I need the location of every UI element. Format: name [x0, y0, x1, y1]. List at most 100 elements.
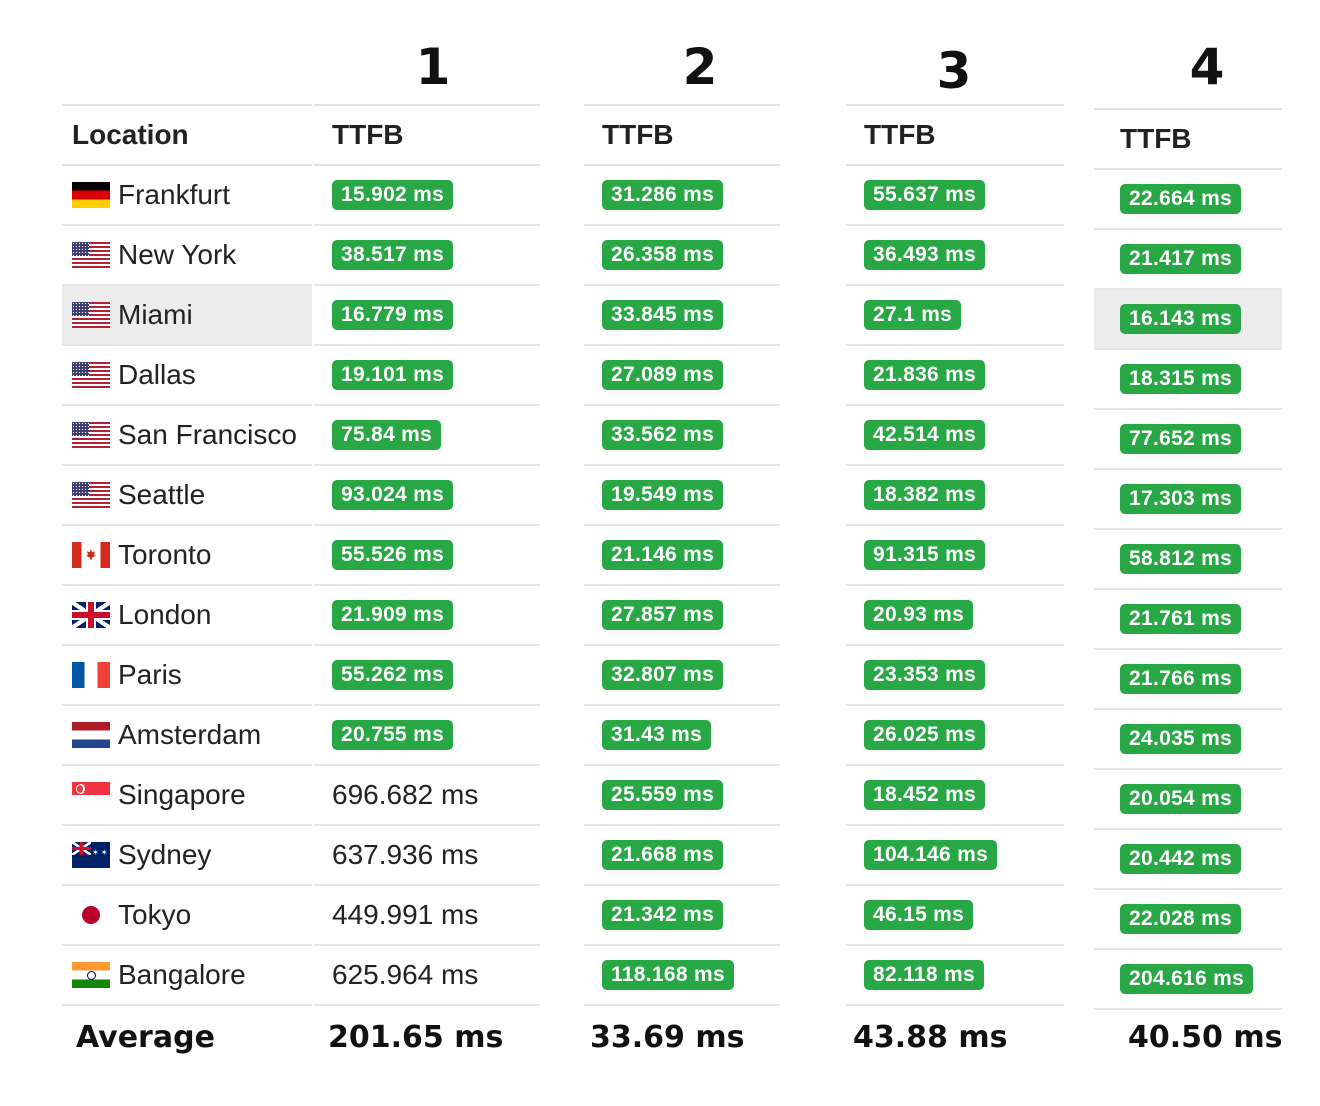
ttfb-badge: 31.43 ms: [602, 720, 712, 750]
column-number: 4: [1189, 38, 1225, 96]
ttfb-row: 26.358 ms: [584, 226, 780, 286]
ttfb-value: 625.964 ms: [332, 959, 479, 990]
ttfb-badge: 21.836 ms: [864, 360, 986, 390]
ttfb-value: 696.682 ms: [332, 779, 479, 810]
ttfb-row: 27.089 ms: [584, 346, 780, 406]
ttfb-badge: 21.761 ms: [1120, 604, 1242, 634]
ttfb-row: 36.493 ms: [846, 226, 1064, 286]
ttfb-badge: 20.93 ms: [864, 600, 974, 630]
ttfb-row: 625.964 ms: [314, 946, 540, 1006]
ttfb-row: 21.417 ms: [1094, 230, 1282, 290]
ttfb-row: 82.118 ms: [846, 946, 1064, 1006]
ttfb-badge: 24.035 ms: [1120, 724, 1242, 754]
ttfb-badge: 21.146 ms: [602, 540, 724, 570]
ttfb-badge: 19.101 ms: [332, 360, 454, 390]
ttfb-badge: 38.517 ms: [332, 240, 454, 270]
flag-usa-icon: [72, 362, 110, 388]
ttfb-header-label: TTFB: [864, 119, 936, 150]
ttfb-row: 21.909 ms: [314, 586, 540, 646]
average-value: 40.50 ms: [1128, 1020, 1283, 1055]
ttfb-badge: 104.146 ms: [864, 840, 998, 870]
ttfb-row: 20.93 ms: [846, 586, 1064, 646]
ttfb-badge: 42.514 ms: [864, 420, 986, 450]
ttfb-row: 21.146 ms: [584, 526, 780, 586]
ttfb-row: 16.779 ms: [314, 286, 540, 346]
location-name: Dallas: [118, 359, 196, 390]
ttfb-badge: 22.664 ms: [1120, 184, 1242, 214]
ttfb-row: 55.637 ms: [846, 166, 1064, 226]
ttfb-row: 22.028 ms: [1094, 890, 1282, 950]
ttfb-value: 637.936 ms: [332, 839, 479, 870]
ttfb-row: 21.668 ms: [584, 826, 780, 886]
ttfb-row: 31.43 ms: [584, 706, 780, 766]
ttfb-header: TTFB: [846, 104, 1064, 166]
ttfb-row: 24.035 ms: [1094, 710, 1282, 770]
ttfb-row: 696.682 ms: [314, 766, 540, 826]
ttfb-badge: 118.168 ms: [602, 960, 734, 990]
ttfb-row: 19.101 ms: [314, 346, 540, 406]
ttfb-badge: 75.84 ms: [332, 420, 442, 450]
ttfb-badge: 18.382 ms: [864, 480, 986, 510]
ttfb-badge: 31.286 ms: [602, 180, 724, 210]
ttfb-badge: 46.15 ms: [864, 900, 974, 930]
ttfb-badge: 20.442 ms: [1120, 844, 1242, 874]
average-value: 201.65 ms: [328, 1020, 504, 1055]
ttfb-row: 91.315 ms: [846, 526, 1064, 586]
location-name: London: [118, 599, 212, 630]
ttfb-badge: 26.358 ms: [602, 240, 724, 270]
flag-usa-icon: [72, 242, 110, 268]
ttfb-row: 22.664 ms: [1094, 170, 1282, 230]
location-row: Tokyo: [62, 886, 312, 946]
location-header-label: Location: [72, 119, 189, 150]
ttfb-badge: 93.024 ms: [332, 480, 454, 510]
average-value: 33.69 ms: [590, 1020, 745, 1055]
ttfb-badge: 77.652 ms: [1120, 424, 1242, 454]
ttfb-header: TTFB: [314, 104, 540, 166]
ttfb-badge: 55.526 ms: [332, 540, 454, 570]
ttfb-badge: 91.315 ms: [864, 540, 986, 570]
location-name: Amsterdam: [118, 719, 262, 750]
ttfb-row: 18.382 ms: [846, 466, 1064, 526]
ttfb-row: 19.549 ms: [584, 466, 780, 526]
ttfb-row: 75.84 ms: [314, 406, 540, 466]
ttfb-badge: 82.118 ms: [864, 960, 984, 990]
ttfb-header-label: TTFB: [602, 119, 674, 150]
flag-singapore-icon: [72, 782, 110, 808]
ttfb-badge: 27.089 ms: [602, 360, 724, 390]
location-row: Bangalore: [62, 946, 312, 1006]
ttfb-badge: 58.812 ms: [1120, 544, 1242, 574]
location-row: San Francisco: [62, 406, 312, 466]
flag-australia-icon: [72, 842, 110, 868]
ttfb-badge: 19.549 ms: [602, 480, 724, 510]
flag-france-icon: [72, 662, 110, 688]
ttfb-badge: 27.1 ms: [864, 300, 962, 330]
location-row: Toronto: [62, 526, 312, 586]
ttfb-row: 32.807 ms: [584, 646, 780, 706]
location-name: New York: [118, 239, 237, 270]
ttfb-row: 77.652 ms: [1094, 410, 1282, 470]
location-row: Amsterdam: [62, 706, 312, 766]
location-row: Frankfurt: [62, 166, 312, 226]
ttfb-row: 38.517 ms: [314, 226, 540, 286]
flag-usa-icon: [72, 422, 110, 448]
ttfb-badge: 36.493 ms: [864, 240, 986, 270]
ttfb-badge: 20.054 ms: [1120, 784, 1242, 814]
ttfb-badge: 21.766 ms: [1120, 664, 1242, 694]
ttfb-badge: 16.779 ms: [332, 300, 454, 330]
ttfb-badge: 23.353 ms: [864, 660, 986, 690]
ttfb-badge: 22.028 ms: [1120, 904, 1242, 934]
flag-usa-icon: [72, 302, 110, 328]
ttfb-badge: 17.303 ms: [1120, 484, 1242, 514]
ttfb-badge: 55.262 ms: [332, 660, 454, 690]
location-name: Frankfurt: [118, 179, 231, 210]
location-row: Dallas: [62, 346, 312, 406]
flag-netherlands-icon: [72, 722, 110, 748]
ttfb-row: 104.146 ms: [846, 826, 1064, 886]
average-value: 43.88 ms: [853, 1020, 1008, 1055]
ttfb-badge: 21.342 ms: [602, 900, 724, 930]
ttfb-row: 33.562 ms: [584, 406, 780, 466]
ttfb-row: 20.054 ms: [1094, 770, 1282, 830]
ttfb-row: 46.15 ms: [846, 886, 1064, 946]
ttfb-header: TTFB: [584, 104, 780, 166]
ttfb-row: 16.143 ms: [1094, 290, 1282, 350]
